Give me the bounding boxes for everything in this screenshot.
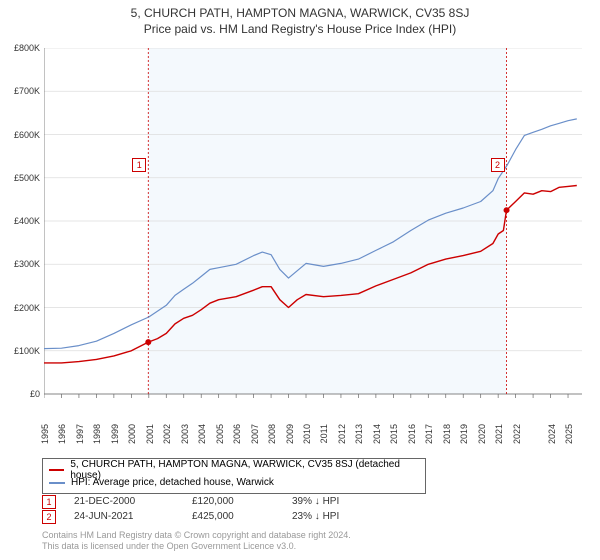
chart-area [44,48,582,422]
sale-date: 24-JUN-2021 [74,511,192,522]
chart-subtitle: Price paid vs. HM Land Registry's House … [0,20,600,36]
x-tick-label: 1998 [92,424,102,444]
vline-marker: 1 [132,158,146,172]
footer-line: This data is licensed under the Open Gov… [42,541,351,552]
legend-swatch [49,469,64,471]
sale-row: 1 21-DEC-2000 £120,000 39% ↓ HPI [42,494,392,509]
y-tick-label: £300K [14,259,40,269]
sale-price: £120,000 [192,496,292,507]
x-tick-label: 2015 [389,424,399,444]
legend-row: 5, CHURCH PATH, HAMPTON MAGNA, WARWICK, … [49,463,419,476]
footer-line: Contains HM Land Registry data © Crown c… [42,530,351,541]
sale-marker: 2 [42,510,56,524]
legend: 5, CHURCH PATH, HAMPTON MAGNA, WARWICK, … [42,458,426,494]
chart-svg [44,48,582,422]
x-tick-label: 1995 [40,424,50,444]
sale-pct: 39% ↓ HPI [292,496,392,507]
sale-pct: 23% ↓ HPI [292,511,392,522]
y-tick-label: £500K [14,173,40,183]
x-tick-label: 2025 [564,424,574,444]
x-tick-label: 2013 [354,424,364,444]
x-tick-label: 2012 [337,424,347,444]
sale-price: £425,000 [192,511,292,522]
x-tick-label: 2016 [407,424,417,444]
y-tick-label: £400K [14,216,40,226]
x-tick-label: 2010 [302,424,312,444]
y-tick-label: £800K [14,43,40,53]
sale-marker: 1 [42,495,56,509]
x-tick-label: 2003 [180,424,190,444]
y-tick-label: £0 [30,389,40,399]
x-tick-label: 2008 [267,424,277,444]
x-tick-label: 2020 [477,424,487,444]
x-tick-label: 2021 [494,424,504,444]
x-tick-label: 1999 [110,424,120,444]
x-tick-label: 2018 [442,424,452,444]
x-tick-label: 2019 [459,424,469,444]
vline-marker: 2 [491,158,505,172]
x-tick-label: 2009 [285,424,295,444]
x-tick-label: 2022 [512,424,522,444]
x-tick-label: 2005 [215,424,225,444]
sale-row: 2 24-JUN-2021 £425,000 23% ↓ HPI [42,509,392,524]
x-tick-label: 2017 [424,424,434,444]
x-tick-label: 2011 [319,424,329,443]
y-tick-label: £600K [14,130,40,140]
legend-text: HPI: Average price, detached house, Warw… [71,477,274,488]
x-tick-label: 2000 [127,424,137,444]
x-tick-label: 1996 [57,424,67,444]
x-tick-label: 2006 [232,424,242,444]
legend-swatch [49,482,65,484]
x-tick-label: 1997 [75,424,85,444]
y-tick-label: £100K [14,346,40,356]
chart-title: 5, CHURCH PATH, HAMPTON MAGNA, WARWICK, … [0,0,600,20]
x-tick-label: 2007 [250,424,260,444]
y-tick-label: £200K [14,303,40,313]
y-tick-label: £700K [14,86,40,96]
sales-table: 1 21-DEC-2000 £120,000 39% ↓ HPI 2 24-JU… [42,494,392,524]
x-tick-label: 2004 [197,424,207,444]
sale-date: 21-DEC-2000 [74,496,192,507]
x-tick-label: 2014 [372,424,382,444]
x-tick-label: 2024 [547,424,557,444]
x-tick-label: 2001 [145,424,155,444]
x-tick-label: 2002 [162,424,172,444]
footer: Contains HM Land Registry data © Crown c… [42,530,351,552]
